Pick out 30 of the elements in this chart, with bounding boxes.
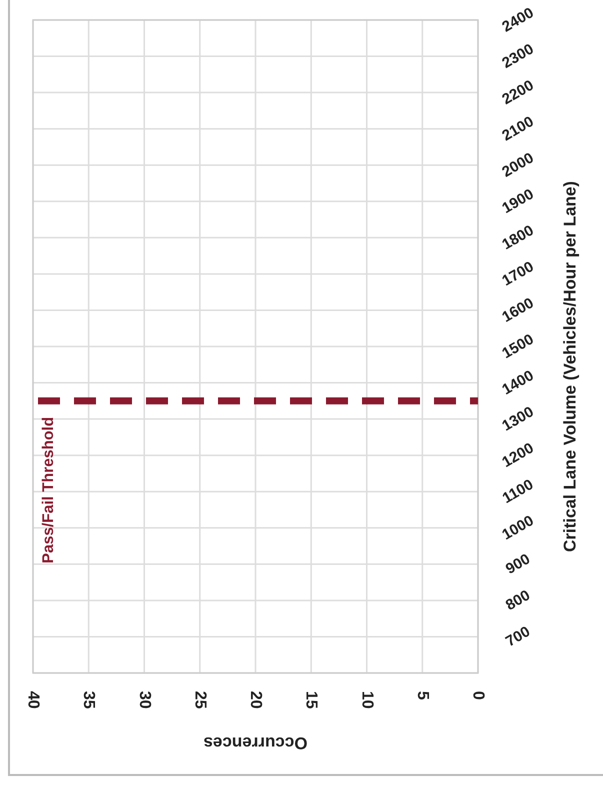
y-tick-label: 1600 [499,294,537,326]
y-tick-label: 1300 [499,403,537,435]
x-tick-label: 20 [247,691,264,709]
x-tick-label: 25 [191,691,208,709]
x-tick-label: 35 [80,691,98,709]
y-tick-label: 700 [502,623,534,650]
y-axis-title: Critical Lane Volume (Vehicles/Hour per Lane) [560,181,580,552]
y-tick-label: 800 [502,586,534,614]
y-tick-label: 2300 [499,40,537,72]
y-tick-label: 1100 [500,476,536,508]
y-tick-label: 2400 [499,4,537,36]
y-tick-label: 2000 [499,149,537,181]
x-axis-title: Occurrences [204,734,308,752]
y-tick-label: 2200 [499,76,537,108]
x-tick-label: 15 [302,691,320,709]
y-tick-label: 1800 [499,222,537,254]
x-tick-label: 30 [136,691,153,709]
x-tick-label: 40 [24,691,42,709]
y-tick-label: 1200 [499,440,537,472]
y-tick-label: 1700 [499,258,537,290]
x-tick-label: 5 [414,691,431,700]
x-tick-label: 10 [358,691,376,709]
y-tick-label: 1400 [499,367,537,398]
y-tick-label: 1900 [499,186,537,218]
y-tick-label: 1500 [499,330,537,362]
ref-line-label: Pass/Fail Threshold [40,416,57,564]
y-tick-label: 900 [502,550,534,578]
y-tick-label: 2100 [499,113,537,145]
y-tick-label: 1000 [499,512,537,544]
x-tick-label: 0 [470,691,486,700]
